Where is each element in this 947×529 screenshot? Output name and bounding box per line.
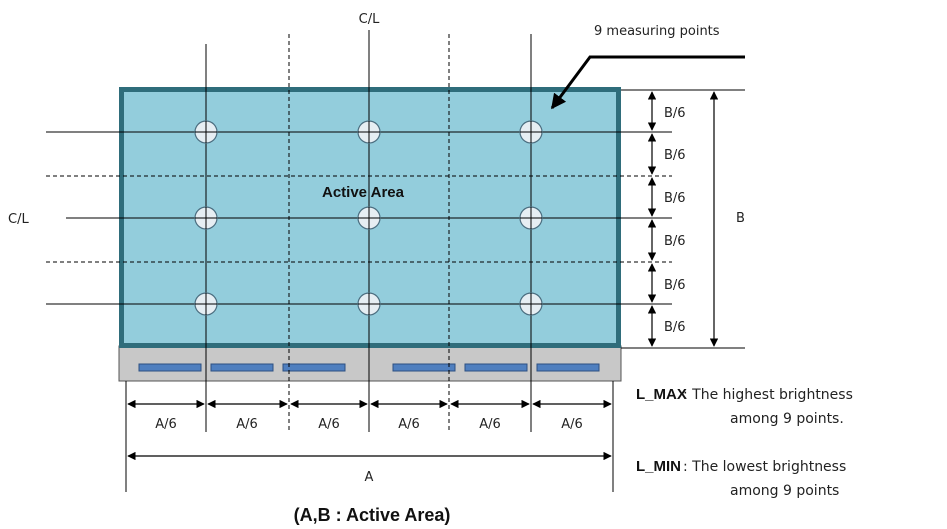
a-sixth-label: A/6	[236, 417, 258, 432]
b-sixth-label: B/6	[664, 106, 686, 121]
a-sixth-label: A/6	[155, 417, 177, 432]
driver-chip	[392, 363, 456, 372]
a-total-label: A	[365, 470, 374, 485]
b-sixth-label: B/6	[664, 191, 686, 206]
centerline-label-top: C/L	[359, 12, 380, 27]
legend-max: L_MAX : The highest brightness among 9 p…	[636, 386, 853, 427]
b-sixth-label: B/6	[664, 148, 686, 163]
b-sixth-label: B/6	[664, 320, 686, 335]
b-total-label: B	[736, 211, 745, 226]
legend-max-key: L_MAX	[636, 386, 687, 403]
measuring-points-label: 9 measuring points	[594, 24, 720, 39]
legend-min-key: L_MIN	[636, 458, 681, 475]
legend-max-line2: among 9 points.	[730, 411, 844, 427]
driver-chip	[536, 363, 600, 372]
driver-chip	[464, 363, 528, 372]
b-sixth-labels: B/6 B/6 B/6 B/6 B/6 B/6	[664, 106, 686, 335]
driver-chip	[210, 363, 274, 372]
b-sixth-label: B/6	[664, 278, 686, 293]
a-sixth-label: A/6	[398, 417, 420, 432]
diagram-caption: (A,B : Active Area)	[294, 505, 451, 525]
legend-min-line2: among 9 points	[730, 483, 839, 499]
b-sixth-label: B/6	[664, 234, 686, 249]
driver-chips	[138, 363, 600, 372]
a-sixth-label: A/6	[561, 417, 583, 432]
a-sixth-label: A/6	[318, 417, 340, 432]
legend-min-line1: : The lowest brightness	[683, 459, 846, 475]
legend-max-line1: : The highest brightness	[683, 387, 853, 403]
a-sixth-labels: A/6 A/6 A/6 A/6 A/6 A/6	[155, 417, 583, 432]
centerline-label-left: C/L	[8, 212, 29, 227]
legend-min: L_MIN : The lowest brightness among 9 po…	[636, 458, 846, 499]
driver-chip	[282, 363, 346, 372]
measuring-points-leader	[550, 55, 745, 110]
point-crosshairs	[195, 121, 542, 315]
driver-chip	[138, 363, 202, 372]
a-sixth-label: A/6	[479, 417, 501, 432]
active-area-label: Active Area	[322, 184, 405, 201]
